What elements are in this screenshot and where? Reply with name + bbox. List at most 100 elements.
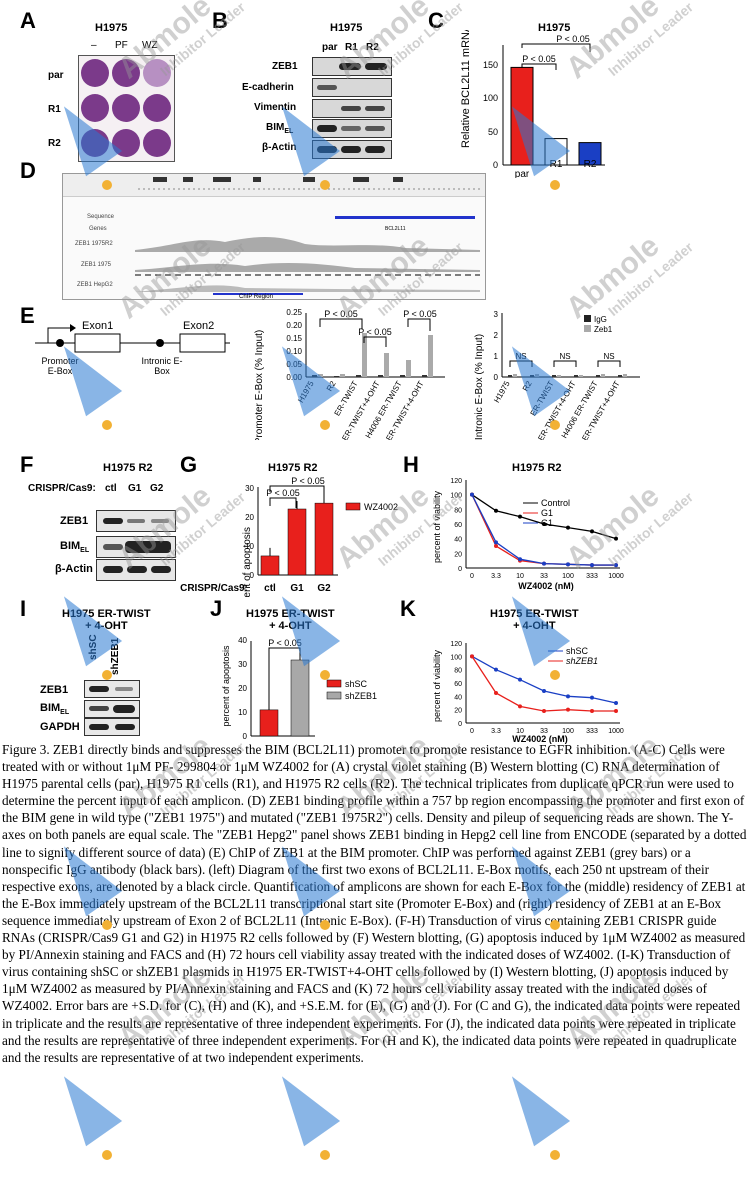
h-point <box>542 561 546 566</box>
h-xtick: 333 <box>586 573 598 580</box>
g-sig: P < 0.05 <box>291 476 325 486</box>
bim-label: BIM <box>266 122 285 133</box>
c-xtick: par <box>515 169 530 178</box>
h-legend: G1 <box>541 518 553 528</box>
j-legend-swatch <box>326 691 342 700</box>
k-point <box>566 707 570 712</box>
h-point <box>518 514 522 519</box>
panel-f-row: ZEB1 <box>60 515 89 527</box>
k-ylabel: percent of viability <box>432 649 442 722</box>
j-ytick: 30 <box>238 660 247 669</box>
k-xlabel: WZ4002 (nM) <box>512 734 568 744</box>
panel-b-col-2: R1 <box>345 42 358 53</box>
blot-ecadherin <box>312 78 392 97</box>
k-legend: shSC <box>566 646 589 656</box>
c-bar <box>578 142 602 166</box>
k-xtick: 10 <box>516 728 524 735</box>
c-sig-1: P < 0.05 <box>522 54 556 64</box>
h-ytick: 120 <box>450 478 462 485</box>
j-ytick: 10 <box>238 708 247 717</box>
e-ns: NS <box>603 352 614 361</box>
h-ytick: 80 <box>454 507 462 514</box>
watermark-logo-dot <box>102 420 112 430</box>
h-xtick: 100 <box>562 573 574 580</box>
e-left-ytick: 0.20 <box>286 321 302 330</box>
k-ytick: 80 <box>454 668 462 675</box>
c-ylabel: Relative BCL2L11 mRNA <box>460 30 472 148</box>
k-point <box>494 691 498 695</box>
panel-i-title-2: + 4-OHT <box>85 620 128 632</box>
legend-swatch-igg <box>584 315 591 322</box>
e-legend: Zeb1 <box>594 325 613 334</box>
panel-label-k: K <box>400 596 416 621</box>
c-sig-bracket <box>521 63 557 70</box>
e-sig: P < 0.05 <box>324 309 358 319</box>
k-xtick: 0 <box>470 728 474 735</box>
g-ylabel: percent of apoptosis <box>242 527 253 597</box>
e-r-xtick: H1975 <box>492 379 512 404</box>
watermark-logo-dot <box>550 1150 560 1160</box>
blot-vimentin <box>312 99 392 118</box>
k-xtick: 333 <box>586 728 598 735</box>
intronic-ebox-label: Intronic E-Box <box>141 356 183 376</box>
panel-j-title-1: H1975 ER-TWIST <box>246 608 335 620</box>
panel-k-title: H1975 ER-TWIST + 4-OHT <box>490 608 579 632</box>
k-point <box>590 709 594 713</box>
c-sig-2: P < 0.05 <box>556 34 590 44</box>
watermark-logo-dot <box>102 670 112 680</box>
track-label: ZEB1 1975 <box>81 262 112 268</box>
j-legend: shSC <box>345 679 368 689</box>
track-label: Genes <box>89 226 107 232</box>
h-ytick: 40 <box>454 537 462 544</box>
k-point <box>542 689 546 693</box>
watermark-logo-dot <box>102 920 112 930</box>
watermark-logo-shape <box>45 1063 123 1147</box>
panel-label-d: D <box>20 158 36 183</box>
e-left-ylabel: Promoter E-Box (% Input) <box>254 330 265 440</box>
e-left-ytick: 0.10 <box>286 347 302 356</box>
c-bars <box>510 66 602 166</box>
legend-swatch-zeb1 <box>584 325 591 332</box>
panel-i-row: BIMEL <box>40 702 69 716</box>
h-ytick: 100 <box>450 493 462 500</box>
bim-label: BIM <box>60 540 81 552</box>
j-ylabel: percent of apoptosis <box>221 645 231 727</box>
panel-i-title: H1975 ER-TWIST + 4-OHT <box>62 608 151 632</box>
exon2-label: Exon2 <box>183 320 215 332</box>
g-ytick: 20 <box>245 513 254 522</box>
chart-c: Relative BCL2L11 mRNA 0 50 100 150 par R… <box>460 30 605 178</box>
watermark-logo-dot <box>320 920 330 930</box>
watermark-logo-dot <box>550 180 560 190</box>
c-xtick: R2 <box>584 159 597 170</box>
panel-a-row-3: R2 <box>48 138 61 149</box>
blot-i-zeb1 <box>84 680 140 698</box>
h-legend: G1 <box>541 508 553 518</box>
h-point <box>614 536 618 541</box>
h-point <box>470 492 474 497</box>
bim-sub: EL <box>80 547 90 555</box>
e-left-ytick: 0.00 <box>286 373 302 382</box>
figure-caption: Figure 3. ZEB1 directly binds and suppre… <box>2 742 747 1065</box>
k-ytick: 20 <box>454 708 462 715</box>
e-sig: P < 0.05 <box>403 309 437 319</box>
panel-f-col: G1 <box>128 483 142 494</box>
g-xtick: G2 <box>317 583 331 594</box>
panel-b-row-3: Vimentin <box>254 102 297 113</box>
track-label: ZEB1 1975R2 <box>75 241 113 247</box>
watermark-logo-dot <box>550 920 560 930</box>
g-ytick: 30 <box>245 484 254 493</box>
panel-a-col-2: PF <box>115 40 128 51</box>
g-crispr: CRISPR/Cas9: <box>180 583 248 594</box>
k-ytick: 0 <box>458 721 462 728</box>
h-point <box>542 522 546 526</box>
panel-a-row-1: par <box>48 70 64 81</box>
k-xtick: 1000 <box>608 728 624 735</box>
panel-i-row: ZEB1 <box>40 684 69 696</box>
gene-model <box>335 216 475 219</box>
blot-f-actin <box>96 559 176 581</box>
promoter-ebox-label: Promoter E-Box <box>41 356 79 376</box>
e-ns: NS <box>559 352 570 361</box>
watermark-logo-dot <box>550 420 560 430</box>
genome-ruler <box>63 174 485 197</box>
h-xtick: 1000 <box>608 573 624 580</box>
